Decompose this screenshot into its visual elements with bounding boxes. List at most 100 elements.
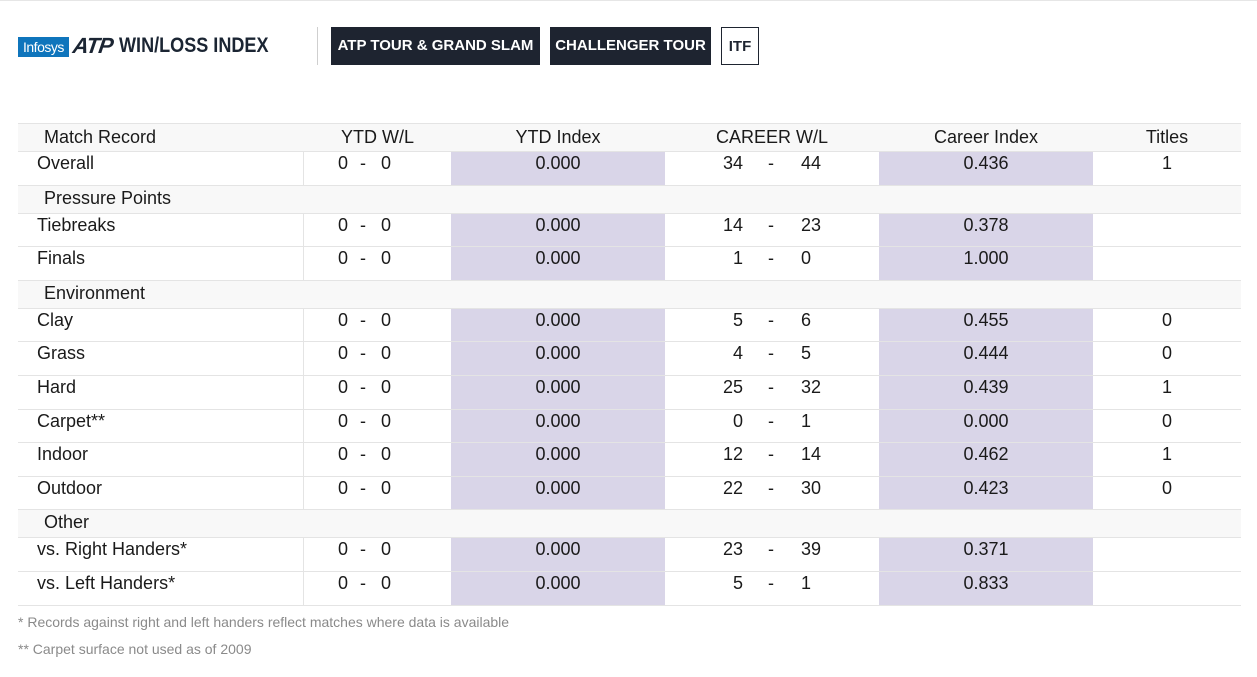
- ytd-wl-cell: 0-0: [304, 152, 451, 185]
- ytd-wl-cell: 0-0: [304, 376, 451, 409]
- career-wins: 1: [732, 248, 743, 269]
- tab-bar: ATP TOUR & GRAND SLAM CHALLENGER TOUR IT…: [18, 27, 778, 65]
- ytd-dash: -: [360, 572, 366, 593]
- table-row: Carpet** 0-0 0.000 0-1 0.000 0: [18, 409, 1241, 444]
- career-losses: 5: [801, 343, 812, 364]
- col-career-wl: CAREER W/L: [715, 127, 829, 147]
- titles-cell: 0: [1161, 410, 1172, 431]
- section-title: Other: [44, 512, 90, 533]
- ytd-dash: -: [360, 444, 366, 465]
- table-row: vs. Left Handers* 0-0 0.000 5 - 1 0.833: [18, 571, 1241, 606]
- header-divider: [317, 27, 318, 65]
- ytd-wins: 0: [337, 376, 348, 397]
- career-losses: 23: [801, 214, 822, 235]
- infosys-logo: Infosys: [18, 37, 69, 57]
- table-row: Finals 0-0 0.000 1-0 1.000: [18, 247, 1241, 281]
- ytd-losses: 0: [381, 343, 392, 364]
- tab-challenger-tour[interactable]: CHALLENGER TOUR: [550, 27, 711, 65]
- career-wl-cell: 4 - 5: [665, 342, 879, 375]
- career-index-cell: 0.436: [879, 152, 1093, 185]
- titles-cell: 1: [1161, 444, 1172, 465]
- career-losses: 44: [801, 153, 822, 173]
- section-title: Environment: [44, 282, 146, 303]
- ytd-wl-cell: 0-0: [304, 572, 451, 605]
- career-wl-cell: 0 - 1: [665, 410, 879, 443]
- tab-itf[interactable]: ITF: [721, 27, 759, 65]
- ytd-losses: 0: [381, 444, 392, 465]
- career-losses: 0: [801, 248, 812, 269]
- ytd-dash: -: [360, 539, 366, 560]
- ytd-dash: -: [360, 309, 366, 330]
- ytd-wl-cell: 0-0: [304, 247, 451, 280]
- ytd-dash: -: [360, 477, 366, 498]
- tab-atp-tour-grand-slam[interactable]: ATP TOUR & GRAND SLAM: [331, 27, 540, 65]
- career-index-cell: 0.378: [879, 213, 1093, 247]
- ytd-dash: -: [360, 248, 366, 269]
- career-losses: 1: [801, 572, 812, 593]
- career-losses: 32: [801, 376, 822, 397]
- career-wins: 25: [722, 376, 743, 397]
- section-row: Other: [18, 510, 1241, 539]
- table-row: Hard 0-0 0.000 25-32 0.439 1: [18, 375, 1241, 410]
- titles-cell: 0: [1161, 477, 1172, 498]
- ytd-index-cell: 0.000: [451, 213, 665, 247]
- table-row: vs. Right Handers* 0-0 0.000 23-39 0.371: [18, 538, 1241, 572]
- career-index-cell: 0.833: [879, 571, 1093, 605]
- career-wins: 4: [732, 343, 743, 364]
- ytd-dash: -: [360, 376, 366, 397]
- ytd-dash: -: [360, 214, 366, 235]
- section-row: Environment: [18, 280, 1241, 309]
- titles-cell: [1093, 214, 1241, 247]
- career-dash: -: [768, 309, 774, 330]
- section-title: Pressure Points: [44, 187, 172, 208]
- career-wl-cell: 22 - 30: [665, 477, 879, 510]
- row-label: Finals: [18, 247, 304, 280]
- career-wl-cell: 12 - 14: [665, 443, 879, 476]
- career-wins: 5: [732, 572, 743, 593]
- career-dash: -: [768, 572, 774, 593]
- page-header: Infosys ATP WIN/LOSS INDEX: [18, 27, 293, 65]
- table-row: Grass 0-0 0.000 4-5 0.444 0: [18, 342, 1241, 376]
- ytd-wl-cell: 0-0: [304, 342, 451, 375]
- col-ytd-index: YTD Index: [515, 127, 601, 147]
- ytd-wl-cell: 0-0: [304, 214, 451, 247]
- ytd-index-cell: 0.000: [451, 476, 665, 510]
- career-dash: -: [768, 248, 774, 269]
- row-label: Hard: [18, 375, 304, 409]
- table-row: Tiebreaks 0-0 0.000 14-23 0.378: [18, 213, 1241, 248]
- row-label: Carpet**: [18, 409, 304, 443]
- ytd-wins: 0: [337, 444, 348, 465]
- ytd-wl-cell: 0-0: [304, 410, 451, 443]
- titles-cell: [1093, 538, 1241, 571]
- ytd-index-cell: 0.000: [451, 571, 665, 605]
- career-dash: -: [768, 444, 774, 465]
- footnote-handers: * Records against right and left handers…: [18, 614, 510, 630]
- career-wins: 23: [722, 539, 743, 560]
- career-wl-cell: 34 - 44: [665, 152, 879, 185]
- ytd-wins: 0: [337, 309, 348, 330]
- table-row: Overall 0-0 0.000 34-44 0.436 1: [18, 152, 1241, 186]
- ytd-index-cell: 0.000: [451, 538, 665, 571]
- row-label: vs. Left Handers*: [18, 571, 304, 605]
- ytd-wins: 0: [337, 572, 348, 593]
- titles-cell: 0: [1161, 343, 1172, 364]
- ytd-losses: 0: [381, 376, 392, 397]
- titles-cell: 1: [1161, 376, 1172, 397]
- table-row: Clay 0-0 0.000 5-6 0.455 0: [18, 308, 1241, 343]
- career-index-cell: 0.462: [879, 443, 1093, 476]
- ytd-dash: -: [360, 153, 366, 173]
- career-wl-cell: 23 - 39: [665, 538, 879, 571]
- career-losses: 6: [801, 309, 812, 330]
- career-dash: -: [768, 410, 774, 431]
- career-index-cell: 0.444: [879, 342, 1093, 375]
- career-dash: -: [768, 539, 774, 560]
- titles-cell: [1093, 247, 1241, 280]
- col-ytd-wl: YTD W/L: [340, 127, 414, 147]
- career-dash: -: [768, 376, 774, 397]
- career-dash: -: [768, 343, 774, 364]
- titles-cell: 0: [1161, 309, 1172, 330]
- ytd-index-cell: 0.000: [451, 342, 665, 375]
- table-header-row: Match Record YTD W/L YTD Index CAREER W/…: [18, 123, 1241, 152]
- career-wl-cell: 5 - 6: [665, 309, 879, 342]
- ytd-index-cell: 0.000: [451, 375, 665, 409]
